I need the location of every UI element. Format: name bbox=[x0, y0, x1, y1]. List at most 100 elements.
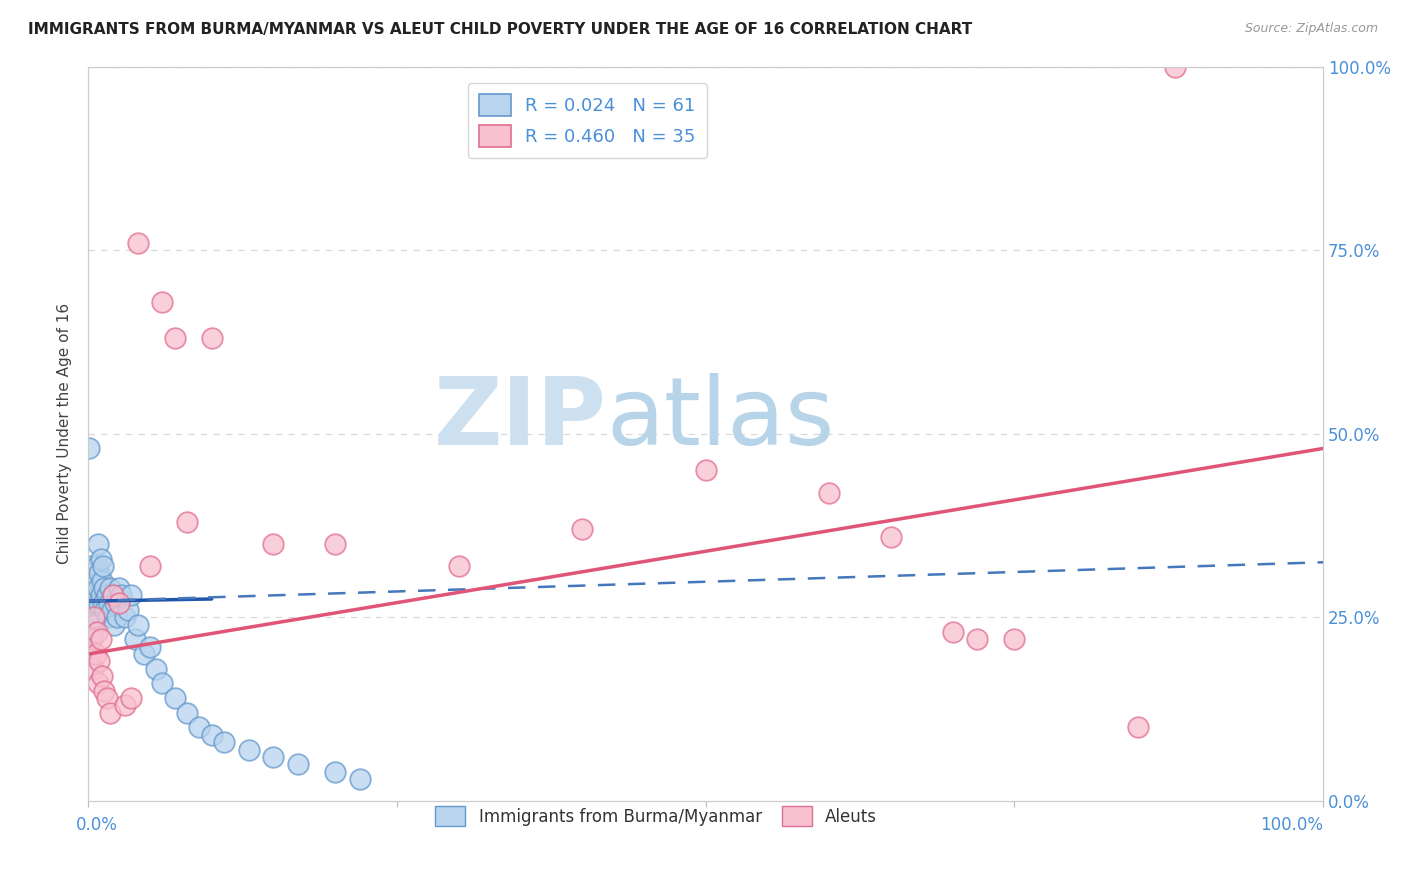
Text: 100.0%: 100.0% bbox=[1260, 816, 1323, 834]
Text: ZIP: ZIP bbox=[434, 373, 607, 465]
Point bbox=[83, 596, 105, 610]
Point bbox=[79, 617, 101, 632]
Point bbox=[114, 698, 136, 713]
Point bbox=[90, 574, 112, 588]
Point bbox=[84, 647, 107, 661]
Point bbox=[108, 581, 131, 595]
Point bbox=[695, 463, 717, 477]
Point bbox=[90, 669, 112, 683]
Point bbox=[127, 617, 149, 632]
Point bbox=[163, 331, 186, 345]
Point bbox=[201, 331, 224, 345]
Point bbox=[80, 632, 103, 647]
Point bbox=[101, 588, 124, 602]
Point bbox=[101, 588, 124, 602]
Point bbox=[82, 662, 104, 676]
Point bbox=[89, 654, 111, 668]
Point bbox=[96, 691, 118, 706]
Point bbox=[571, 522, 593, 536]
Point bbox=[176, 706, 198, 720]
Point bbox=[96, 588, 118, 602]
Point bbox=[124, 632, 146, 647]
Point bbox=[79, 558, 101, 573]
Point bbox=[82, 566, 104, 581]
Point bbox=[89, 596, 111, 610]
Point bbox=[91, 596, 114, 610]
Point bbox=[104, 596, 127, 610]
Text: IMMIGRANTS FROM BURMA/MYANMAR VS ALEUT CHILD POVERTY UNDER THE AGE OF 16 CORRELA: IMMIGRANTS FROM BURMA/MYANMAR VS ALEUT C… bbox=[28, 22, 973, 37]
Point bbox=[150, 294, 173, 309]
Point bbox=[89, 566, 111, 581]
Point bbox=[100, 706, 122, 720]
Point bbox=[97, 610, 120, 624]
Point bbox=[1164, 60, 1187, 74]
Point bbox=[100, 603, 122, 617]
Point bbox=[188, 721, 211, 735]
Point bbox=[139, 640, 162, 654]
Point bbox=[93, 581, 115, 595]
Point bbox=[120, 691, 142, 706]
Point bbox=[87, 537, 110, 551]
Y-axis label: Child Poverty Under the Age of 16: Child Poverty Under the Age of 16 bbox=[58, 303, 72, 565]
Point bbox=[127, 235, 149, 250]
Point bbox=[114, 610, 136, 624]
Point bbox=[82, 588, 104, 602]
Point bbox=[87, 676, 110, 690]
Point bbox=[86, 625, 108, 640]
Point bbox=[176, 515, 198, 529]
Point bbox=[132, 647, 155, 661]
Point bbox=[79, 442, 101, 456]
Point bbox=[83, 617, 105, 632]
Point bbox=[201, 728, 224, 742]
Point bbox=[110, 588, 132, 602]
Point bbox=[323, 537, 346, 551]
Point bbox=[80, 581, 103, 595]
Point bbox=[79, 596, 101, 610]
Legend: Immigrants from Burma/Myanmar, Aleuts: Immigrants from Burma/Myanmar, Aleuts bbox=[429, 799, 884, 833]
Point bbox=[86, 558, 108, 573]
Point bbox=[79, 647, 101, 661]
Point bbox=[447, 558, 470, 573]
Point bbox=[108, 596, 131, 610]
Point bbox=[880, 530, 903, 544]
Point bbox=[117, 603, 139, 617]
Point bbox=[91, 558, 114, 573]
Point bbox=[89, 551, 111, 566]
Point bbox=[163, 691, 186, 706]
Point bbox=[238, 742, 260, 756]
Point bbox=[145, 662, 167, 676]
Point bbox=[80, 596, 103, 610]
Point bbox=[942, 625, 965, 640]
Point bbox=[98, 596, 121, 610]
Point bbox=[86, 588, 108, 602]
Point bbox=[139, 558, 162, 573]
Point bbox=[79, 632, 101, 647]
Point bbox=[262, 750, 284, 764]
Point bbox=[120, 588, 142, 602]
Point bbox=[103, 617, 125, 632]
Point bbox=[262, 537, 284, 551]
Point bbox=[79, 588, 101, 602]
Point bbox=[87, 581, 110, 595]
Point bbox=[150, 676, 173, 690]
Point bbox=[89, 588, 111, 602]
Point bbox=[84, 574, 107, 588]
Point bbox=[323, 764, 346, 779]
Point bbox=[1002, 632, 1025, 647]
Point bbox=[1126, 721, 1149, 735]
Point bbox=[100, 581, 122, 595]
Point bbox=[818, 485, 841, 500]
Point bbox=[84, 596, 107, 610]
Point bbox=[349, 772, 371, 786]
Point bbox=[83, 574, 105, 588]
Point bbox=[212, 735, 235, 749]
Text: Source: ZipAtlas.com: Source: ZipAtlas.com bbox=[1244, 22, 1378, 36]
Point bbox=[80, 625, 103, 640]
Point bbox=[966, 632, 988, 647]
Point bbox=[105, 610, 128, 624]
Text: atlas: atlas bbox=[607, 373, 835, 465]
Point bbox=[80, 610, 103, 624]
Point bbox=[89, 632, 111, 647]
Point bbox=[93, 683, 115, 698]
Point bbox=[94, 603, 117, 617]
